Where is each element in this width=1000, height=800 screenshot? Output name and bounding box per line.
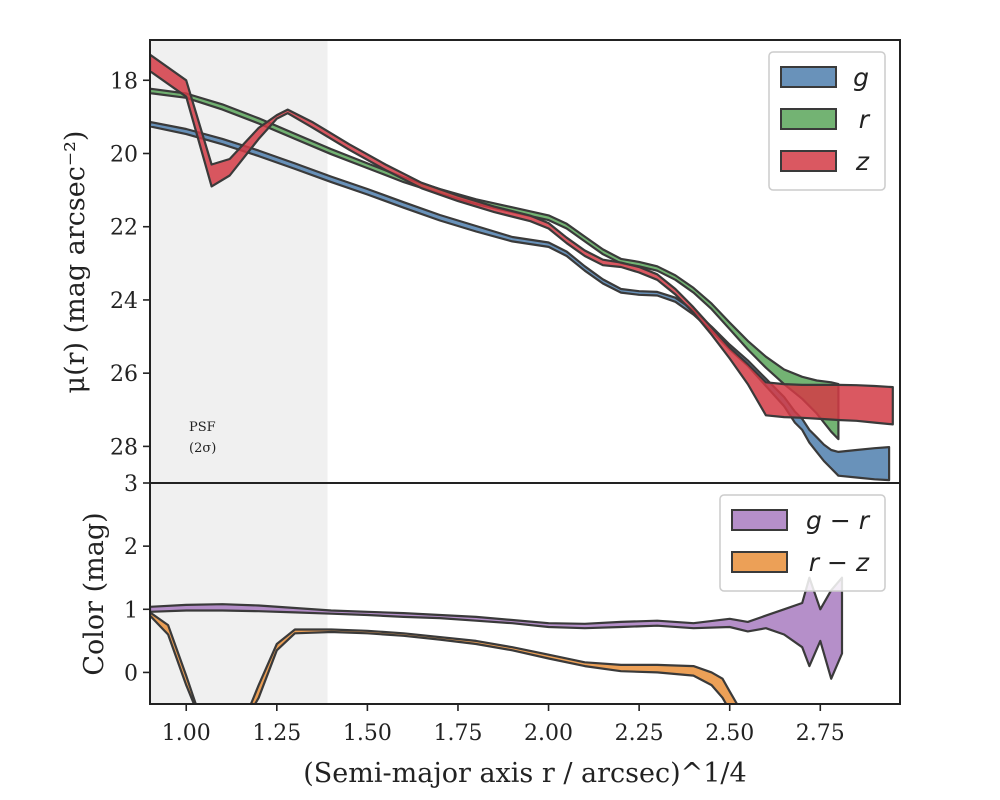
psf-sigma-label: (2σ) [189, 441, 216, 456]
series-band-z [150, 53, 894, 426]
series-band-gr [150, 576, 844, 680]
top-legend: grz [768, 51, 886, 191]
x-tick-label: 1.50 [343, 721, 392, 746]
top-y-tick-label: 24 [110, 289, 138, 314]
psf-shaded-region [150, 40, 328, 483]
bottom-y-tick-label: 3 [124, 472, 138, 497]
psf-shaded-region-bottom [150, 483, 328, 704]
series-band-g [150, 120, 891, 482]
legend-label: g − r [806, 506, 871, 535]
bottom-y-tick-label: 0 [124, 661, 138, 686]
axes-frame [149, 39, 901, 705]
top-y-axis-label: μ(r) (mag arcsec⁻²) [60, 131, 91, 394]
psf-label: PSF [189, 420, 216, 435]
top-y-tick-label: 20 [110, 142, 138, 167]
legend-swatch [731, 509, 788, 531]
x-tick-label: 2.00 [524, 721, 573, 746]
x-axis-label: (Semi-major axis r / arcsec)^1/4 [303, 758, 746, 789]
legend-swatch [731, 551, 788, 573]
legend-swatch [780, 66, 837, 88]
x-tick-label: 1.25 [252, 721, 301, 746]
legend-swatch [780, 150, 837, 172]
top-y-tick-label: 28 [110, 435, 138, 460]
x-tick-label: 1.00 [162, 721, 211, 746]
bottom-y-ticks: 0 1 2 3 [124, 472, 150, 686]
x-tick-label: 2.25 [615, 721, 664, 746]
x-tick-label: 2.75 [796, 721, 845, 746]
top-panel: 18 20 22 24 26 28 PSF (2σ) μ(r) (mag arcsec⁻²… [60, 40, 894, 483]
top-y-tick-label: 26 [110, 362, 138, 387]
legend-label: z [855, 147, 870, 176]
x-tick-label: 1.75 [433, 721, 482, 746]
bottom-panel: 0 1 2 3 1.00 1.25 1.50 1.75 2.00 2.25 2.50 2.75 Co… [79, 472, 886, 789]
bottom-y-axis-label: Color (mag) [79, 512, 110, 675]
top-y-tick-label: 22 [110, 216, 138, 241]
legend-label: r − z [809, 548, 870, 577]
bottom-y-tick-label: 1 [124, 598, 138, 623]
bottom-legend: g − r r − z [719, 494, 886, 592]
bottom-y-tick-label: 2 [124, 535, 138, 560]
series-band-rz [150, 611, 739, 704]
top-y-ticks: 18 20 22 24 26 28 [110, 69, 150, 460]
x-ticks: 1.00 1.25 1.50 1.75 2.00 2.25 2.50 2.75 [162, 704, 845, 746]
legend-label: g [853, 63, 869, 92]
legend-label: r [859, 105, 871, 134]
legend-swatch [780, 108, 837, 130]
x-tick-label: 2.50 [705, 721, 754, 746]
top-y-tick-label: 18 [110, 69, 138, 94]
